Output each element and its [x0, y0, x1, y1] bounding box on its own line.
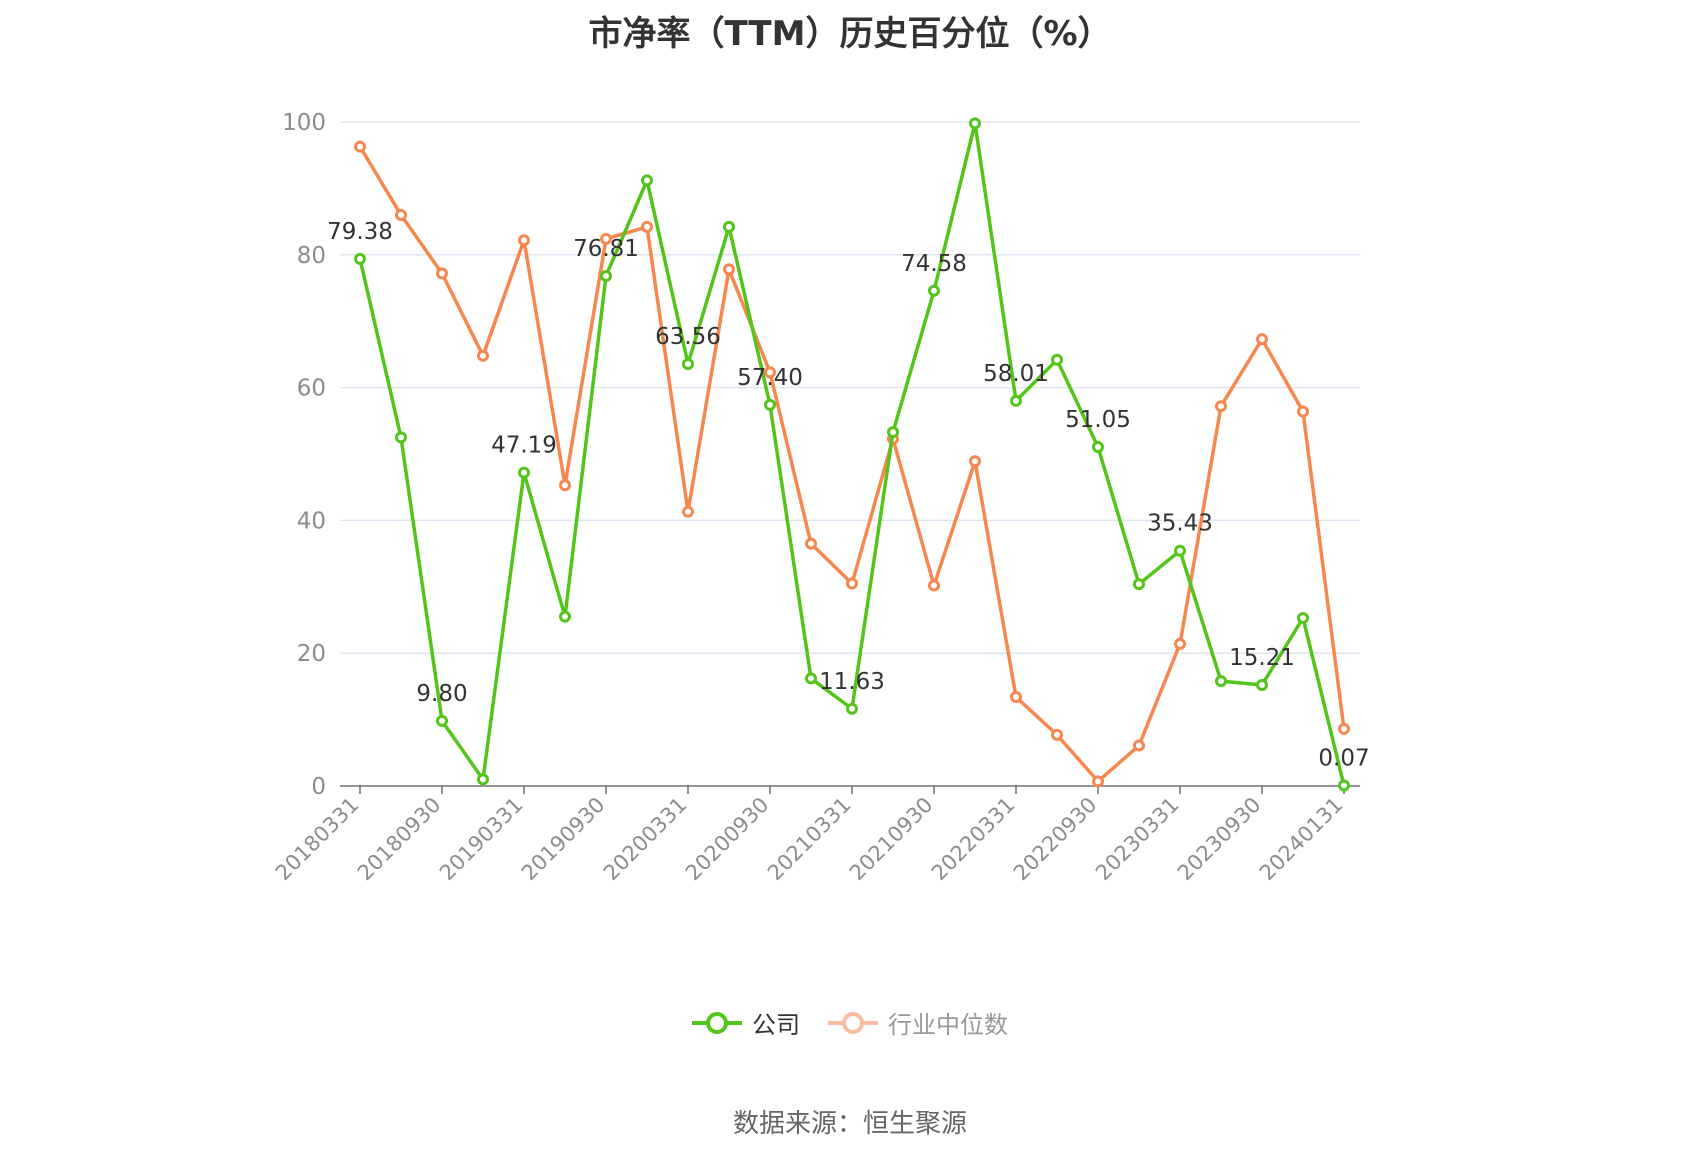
- data-point: [1215, 675, 1227, 688]
- series-layer: [354, 117, 1350, 792]
- x-tick-label: 20200331: [599, 793, 692, 886]
- data-point: [600, 269, 612, 282]
- y-tick-label: 60: [297, 376, 326, 402]
- x-tick-label: 20180331: [271, 793, 364, 886]
- x-tick-label: 20190930: [517, 793, 610, 886]
- data-point: [436, 714, 448, 727]
- legend-label-industry-median: 行业中位数: [888, 1011, 1008, 1039]
- y-tick-label: 80: [297, 243, 326, 269]
- data-point: [723, 220, 735, 233]
- data-point: [1256, 333, 1268, 346]
- data-point: [969, 455, 981, 468]
- data-point: [559, 610, 571, 623]
- data-point: [764, 366, 776, 379]
- legend-label-company: 公司: [752, 1011, 800, 1039]
- x-tick-label: 20240131: [1255, 793, 1348, 886]
- x-tick-label: 20220930: [1009, 793, 1102, 886]
- data-point: [559, 479, 571, 492]
- data-point: [846, 702, 858, 715]
- data-label: 76.81: [573, 236, 639, 262]
- data-point: [1010, 394, 1022, 407]
- x-tick-label: 20210930: [845, 793, 938, 886]
- data-label: 58.01: [983, 361, 1049, 387]
- data-point: [1133, 739, 1145, 752]
- data-point: [477, 773, 489, 786]
- data-label: 74.58: [901, 251, 967, 277]
- data-point: [354, 140, 366, 153]
- data-point: [518, 234, 530, 247]
- data-point: [1174, 544, 1186, 557]
- x-tick-label: 20210331: [763, 793, 856, 886]
- data-point: [887, 426, 899, 439]
- y-tick-label: 20: [297, 641, 326, 667]
- data-point: [764, 398, 776, 411]
- data-point: [1092, 441, 1104, 454]
- data-point: [518, 466, 530, 479]
- data-point: [1051, 353, 1063, 366]
- data-point: [1133, 578, 1145, 591]
- line-chart: 0 20 40 60 80 100 2018033120180930201903312019…: [271, 110, 1370, 885]
- x-tick-label: 20200930: [681, 793, 774, 886]
- data-point: [354, 252, 366, 265]
- data-point: [928, 579, 940, 592]
- data-label: 35.43: [1147, 511, 1213, 537]
- x-tick-label: 20230331: [1091, 793, 1184, 886]
- data-label: 15.21: [1229, 645, 1295, 671]
- legend-line-circle-icon: [692, 1011, 742, 1034]
- y-tick-label: 0: [311, 774, 326, 800]
- data-point: [969, 117, 981, 130]
- data-point: [1297, 612, 1309, 625]
- data-label: 63.56: [655, 324, 721, 350]
- data-label: 79.38: [327, 219, 393, 245]
- grid-layer: [340, 121, 1360, 654]
- data-point: [1215, 400, 1227, 413]
- legend-item-industry-median[interactable]: 行业中位数: [828, 1005, 1008, 1040]
- data-label: 9.80: [416, 681, 467, 707]
- data-point: [436, 267, 448, 280]
- data-point: [600, 232, 612, 245]
- source-note: 数据来源：恒生聚源: [732, 1109, 967, 1139]
- x-tick-label: 20180930: [353, 793, 446, 886]
- data-point: [846, 577, 858, 590]
- legend-line-circle-icon: [828, 1011, 878, 1034]
- data-point: [395, 431, 407, 444]
- data-point: [641, 220, 653, 233]
- legend: 公司 行业中位数: [0, 1005, 1700, 1040]
- data-label: 47.19: [491, 433, 557, 459]
- data-point: [1051, 728, 1063, 741]
- data-point: [805, 537, 817, 550]
- y-tick-label: 40: [297, 508, 326, 534]
- data-point: [682, 505, 694, 518]
- data-point: [1338, 722, 1350, 735]
- data-point: [928, 284, 940, 297]
- data-point: [641, 174, 653, 187]
- data-point: [682, 357, 694, 370]
- data-label: 51.05: [1065, 407, 1131, 433]
- chart-title: 市净率（TTM）历史百分位（%）: [588, 14, 1112, 54]
- data-point: [1092, 775, 1104, 788]
- axis-layer: 0 20 40 60 80 100 2018033120180930201903312019…: [271, 110, 1360, 885]
- data-label: 11.63: [819, 669, 885, 695]
- data-point: [477, 349, 489, 362]
- data-point: [1256, 679, 1268, 692]
- y-tick-label: 100: [282, 110, 326, 136]
- data-point: [1338, 779, 1350, 792]
- data-label: 57.40: [737, 365, 803, 391]
- x-tick-label: 20190331: [435, 793, 528, 886]
- data-label-layer: 79.38 9.80 47.19 76.81 63.56 57.40 11.63 74.58 5…: [327, 219, 1370, 772]
- data-point: [723, 263, 735, 276]
- data-point: [805, 672, 817, 685]
- x-tick-label: 20230930: [1173, 793, 1266, 886]
- data-point: [1297, 405, 1309, 418]
- legend-item-company[interactable]: 公司: [692, 1005, 800, 1040]
- x-tick-label: 20220331: [927, 793, 1020, 886]
- data-point: [1174, 637, 1186, 650]
- data-label: 0.07: [1318, 746, 1369, 772]
- data-point: [1010, 691, 1022, 704]
- data-point: [395, 208, 407, 221]
